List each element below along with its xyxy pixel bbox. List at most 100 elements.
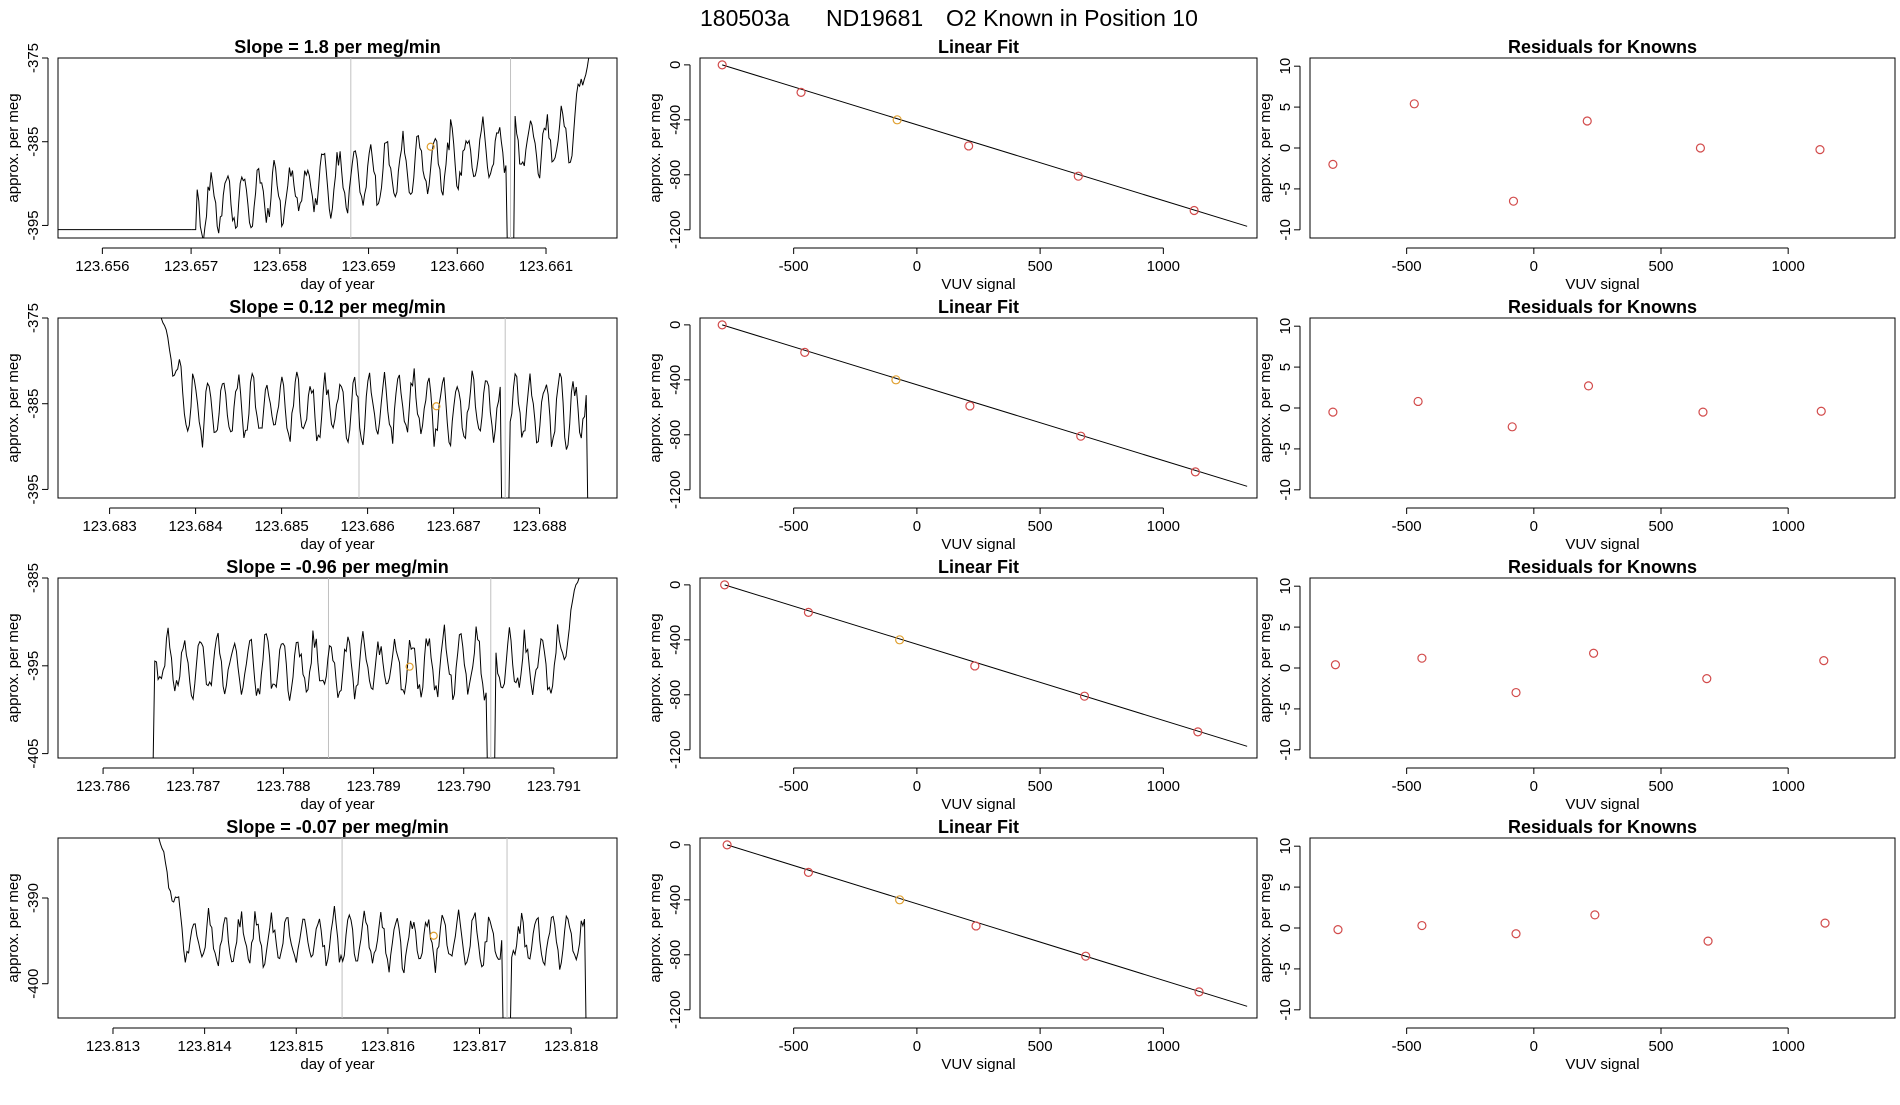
- x-tick-label: -500: [1392, 518, 1422, 535]
- x-axis-label: VUV signal: [1565, 1056, 1639, 1073]
- figure-title-run: 180503a: [700, 5, 790, 31]
- plot-area: [1328, 99, 1825, 206]
- x-tick-label: 500: [1648, 518, 1673, 535]
- x-tick-label: 123.659: [341, 258, 395, 275]
- x-tick-label: -500: [1392, 258, 1422, 275]
- known-point: [1582, 116, 1592, 126]
- figure-title-tank: ND19681: [826, 5, 923, 31]
- y-tick-label: -1200: [667, 471, 684, 509]
- y-axis-label: approx. per meg: [1257, 613, 1274, 722]
- x-tick-label: 123.683: [82, 518, 136, 535]
- x-axis-label: VUV signal: [1565, 536, 1639, 553]
- x-tick-label: 123.657: [164, 258, 218, 275]
- x-axis-label: day of year: [300, 536, 374, 553]
- known-point: [1194, 987, 1204, 997]
- known-point: [1508, 196, 1519, 206]
- x-tick-label: 500: [1648, 258, 1673, 275]
- x-tick-label: 123.817: [452, 1038, 506, 1055]
- panel-title: Linear Fit: [938, 817, 1019, 837]
- plot-frame: [57, 57, 618, 239]
- x-tick-label: 123.686: [340, 518, 394, 535]
- highlight-point: [432, 402, 441, 411]
- x-axis-label: VUV signal: [1565, 276, 1639, 293]
- plot-area: [717, 320, 1248, 487]
- y-tick-label: -385: [25, 563, 42, 593]
- panel-3-1: Linear Fit -500 0 500 1000 VUV signal 0 -400 -80…: [647, 817, 1258, 1073]
- x-tick-label: 123.661: [519, 258, 573, 275]
- known-point: [1328, 407, 1338, 417]
- y-tick-label: -800: [667, 160, 684, 190]
- known-point: [1698, 407, 1708, 417]
- known-point: [1409, 99, 1419, 109]
- y-tick-label: -400: [667, 885, 684, 915]
- panel-1-2: Residuals for Knowns -500 0 500 1000 VUV sign…: [1257, 297, 1896, 553]
- panel-title: Slope = -0.96 per meg/min: [226, 557, 449, 577]
- plot-area: [1330, 648, 1829, 698]
- x-tick-label: 123.786: [76, 778, 130, 795]
- y-tick-label: -1200: [667, 991, 684, 1029]
- x-axis-label: day of year: [300, 1056, 374, 1073]
- known-point: [895, 635, 905, 645]
- known-point: [1695, 143, 1706, 153]
- x-tick-label: 123.684: [168, 518, 222, 535]
- x-tick-label: 123.658: [253, 258, 307, 275]
- x-tick-label: -500: [1392, 1038, 1422, 1055]
- plot-frame: [699, 317, 1258, 499]
- panel-0-1: Linear Fit -500 0 500 1000 VUV signal 0 -400 -80…: [647, 37, 1258, 293]
- y-tick-label: -800: [667, 420, 684, 450]
- known-point: [895, 895, 905, 905]
- known-point: [803, 867, 814, 877]
- x-tick-label: 123.656: [75, 258, 129, 275]
- plot-frame: [699, 577, 1258, 759]
- y-tick-label: 0: [667, 321, 684, 329]
- plot-frame: [699, 57, 1258, 239]
- x-tick-label: 1000: [1147, 258, 1180, 275]
- known-point: [964, 141, 974, 151]
- known-point: [1193, 727, 1203, 737]
- known-point: [722, 840, 732, 850]
- panel-2-2: Residuals for Knowns -500 0 500 1000 VUV sign…: [1257, 557, 1896, 813]
- x-tick-label: 500: [1028, 778, 1053, 795]
- x-axis-label: VUV signal: [941, 1056, 1015, 1073]
- panel-title: Residuals for Knowns: [1508, 297, 1697, 317]
- panel-3-2: Residuals for Knowns -500 0 500 1000 VUV sign…: [1257, 817, 1896, 1073]
- panel-2-1: Linear Fit -500 0 500 1000 VUV signal 0 -400 -80…: [647, 557, 1258, 813]
- x-tick-label: 123.687: [426, 518, 480, 535]
- fit-line: [722, 64, 1248, 227]
- plot-area: [58, 58, 590, 238]
- y-tick-label: 5: [1277, 623, 1294, 631]
- plot-frame: [1309, 837, 1896, 1019]
- y-axis-label: approx. per meg: [647, 353, 664, 462]
- y-tick-label: -800: [667, 940, 684, 970]
- y-axis-label: approx. per meg: [5, 873, 22, 982]
- known-point: [1507, 422, 1517, 432]
- known-point: [965, 401, 975, 411]
- x-tick-label: 123.818: [544, 1038, 598, 1055]
- panel-3-0: Slope = -0.07 per meg/min 123.813 123.814 1…: [5, 817, 618, 1073]
- x-tick-label: -500: [779, 518, 809, 535]
- y-axis-label: approx. per meg: [1257, 873, 1274, 982]
- plot-area: [158, 838, 587, 1018]
- x-tick-label: 0: [913, 778, 921, 795]
- x-tick-label: 1000: [1147, 518, 1180, 535]
- known-point: [1189, 205, 1199, 216]
- y-tick-label: -800: [667, 680, 684, 710]
- known-point: [1588, 648, 1599, 658]
- data-trace: [148, 578, 580, 758]
- known-point: [1073, 171, 1083, 181]
- x-tick-label: -500: [779, 1038, 809, 1055]
- x-tick-label: 1000: [1771, 518, 1804, 535]
- x-axis-label: VUV signal: [941, 796, 1015, 813]
- panel-title: Slope = 1.8 per meg/min: [234, 37, 441, 57]
- y-tick-label: 0: [1277, 404, 1294, 412]
- fit-line: [724, 584, 1248, 747]
- known-point: [1328, 159, 1338, 169]
- known-point: [1081, 951, 1091, 961]
- y-tick-label: -395: [25, 474, 42, 504]
- panel-title: Slope = 0.12 per meg/min: [229, 297, 446, 317]
- panel-1-0: Slope = 0.12 per meg/min 123.683 123.684 12…: [5, 297, 618, 553]
- x-axis-label: VUV signal: [941, 536, 1015, 553]
- known-point: [970, 661, 980, 671]
